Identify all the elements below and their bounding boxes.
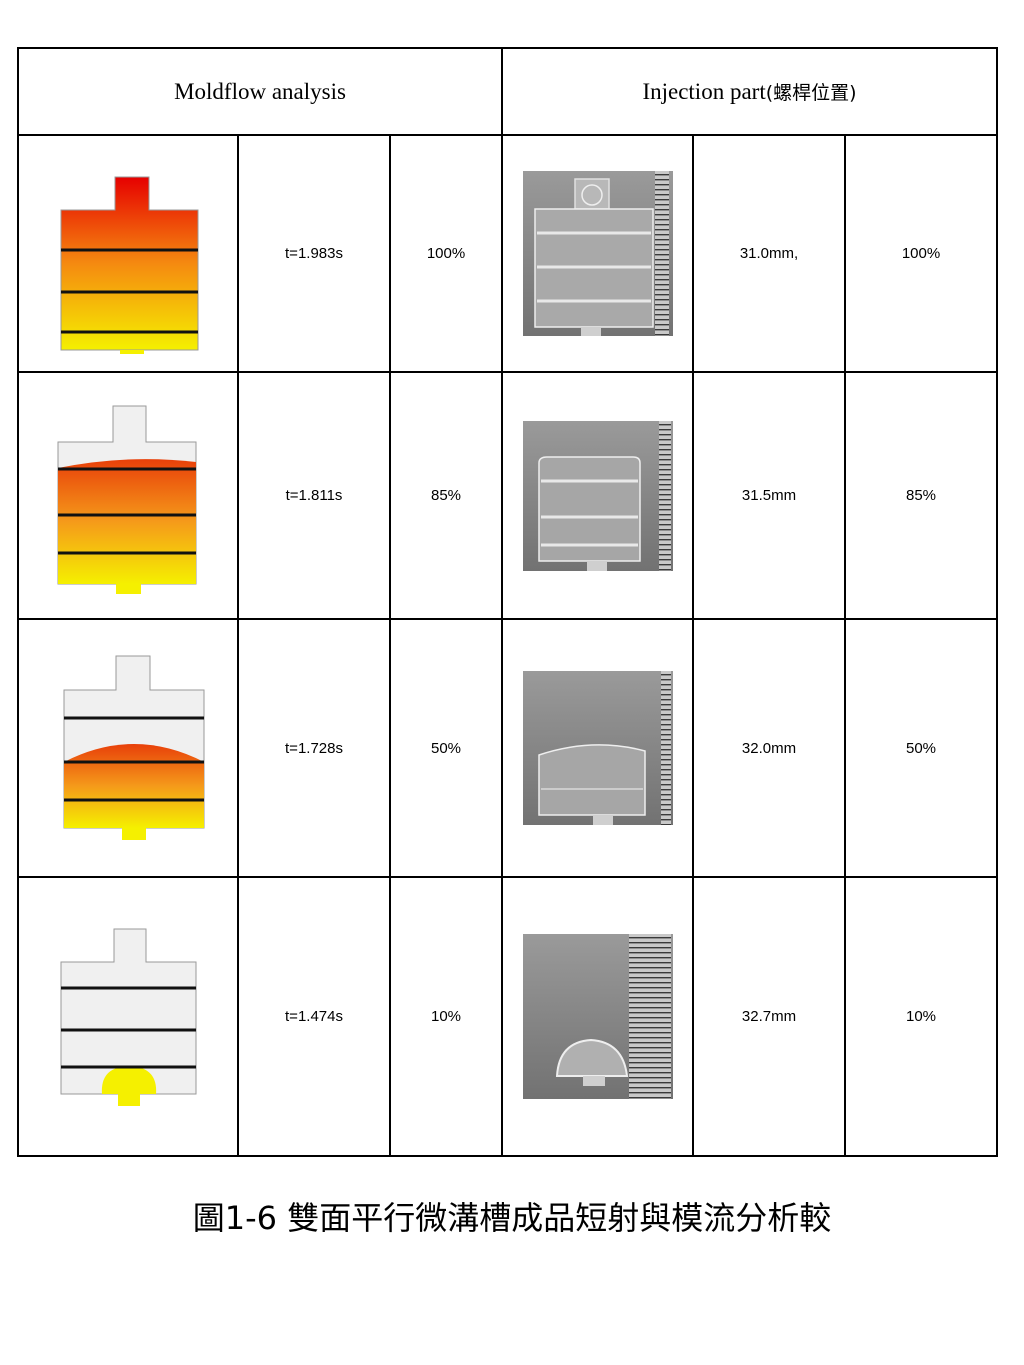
- part-photo-cell: [501, 876, 694, 1157]
- part-percent-cell: 10%: [844, 876, 998, 1157]
- time-cell: t=1.728s: [237, 618, 391, 878]
- time-cell: t=1.474s: [237, 876, 391, 1157]
- injection-part-85-photo: [522, 420, 673, 571]
- moldflow-fill-85-image: [57, 405, 197, 594]
- part-percent-cell: 50%: [844, 618, 998, 878]
- table-row: t=1.728s 50% 32.0mm 50%: [17, 618, 998, 878]
- injection-header-note: (螺桿位置): [765, 82, 857, 104]
- header-row: Moldflow analysis Injection part(螺桿位置): [17, 47, 998, 136]
- time-cell: t=1.811s: [237, 371, 391, 620]
- moldflow-image-cell: [17, 371, 239, 620]
- injection-part-50-photo: [522, 671, 673, 825]
- moldflow-image-cell: [17, 876, 239, 1157]
- moldflow-fill-50-image: [63, 655, 205, 840]
- moldflow-header-label: Moldflow analysis: [174, 78, 346, 104]
- injection-header-label: Injection part: [642, 79, 766, 104]
- mold-percent-cell: 10%: [389, 876, 503, 1157]
- part-percent-cell: 100%: [844, 134, 998, 373]
- moldflow-image-cell: [17, 134, 239, 373]
- figure-caption: 圖1-6 雙面平行微溝槽成品短射與模流分析較: [192, 1199, 832, 1237]
- part-percent-cell: 85%: [844, 371, 998, 620]
- moldflow-fill-10-image: [60, 928, 197, 1106]
- time-cell: t=1.983s: [237, 134, 391, 373]
- table-row: t=1.983s 100% 31.0mm, 100%: [17, 134, 998, 373]
- position-cell: 31.5mm: [692, 371, 846, 620]
- part-photo-cell: [501, 371, 694, 620]
- moldflow-fill-100-image: [60, 176, 199, 354]
- mold-percent-cell: 50%: [389, 618, 503, 878]
- moldflow-image-cell: [17, 618, 239, 878]
- mold-percent-cell: 100%: [389, 134, 503, 373]
- part-photo-cell: [501, 618, 694, 878]
- moldflow-header: Moldflow analysis: [17, 47, 503, 136]
- table-row: t=1.474s 10% 32.7mm 10%: [17, 876, 998, 1157]
- position-cell: 31.0mm,: [692, 134, 846, 373]
- table-row: t=1.811s 85% 31.5mm 85%: [17, 371, 998, 620]
- injection-part-100-photo: [522, 171, 673, 336]
- position-cell: 32.7mm: [692, 876, 846, 1157]
- injection-part-10-photo: [522, 934, 673, 1099]
- position-cell: 32.0mm: [692, 618, 846, 878]
- injection-header: Injection part(螺桿位置): [501, 47, 998, 136]
- mold-percent-cell: 85%: [389, 371, 503, 620]
- part-photo-cell: [501, 134, 694, 373]
- comparison-table: Moldflow analysis Injection part(螺桿位置) t…: [17, 47, 998, 1157]
